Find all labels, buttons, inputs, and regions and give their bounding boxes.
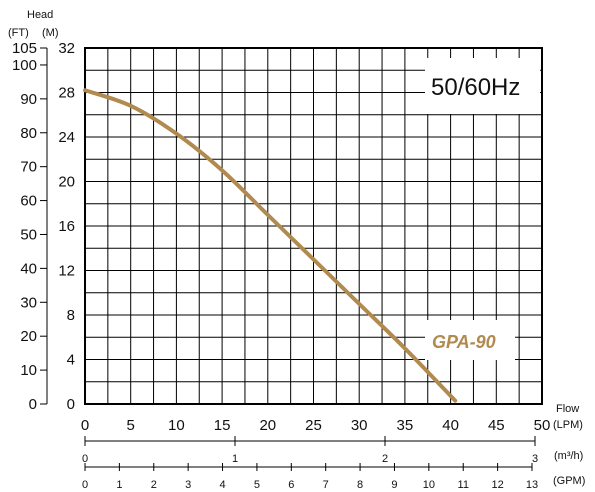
- ft-unit-label: (FT): [8, 27, 29, 39]
- ft-tick-label: 20: [20, 328, 37, 345]
- model-box-bg: [425, 320, 515, 360]
- m3h-tick-label: 0: [82, 453, 88, 465]
- lpm-tick-label: 15: [214, 417, 231, 434]
- frequency-box: 50/60Hz: [425, 58, 540, 114]
- m3h-tick-label: 3: [532, 453, 538, 465]
- gpm-tick-label: 5: [254, 479, 260, 491]
- gpm-tick-label: 3: [185, 479, 191, 491]
- lpm-tick-label: 20: [259, 417, 276, 434]
- lpm-tick-label: 25: [305, 417, 322, 434]
- gpm-tick-label: 11: [458, 479, 469, 491]
- x-axis-gpm: 0 1 2 3 4 5 6 7 8 9 10 11 12 13: [82, 463, 538, 491]
- lpm-tick-label: 10: [168, 417, 185, 434]
- series-line-gpa-90: [83, 88, 458, 403]
- gpm-tick-label: 7: [323, 479, 329, 491]
- m-tick-label: 28: [58, 85, 75, 102]
- lpm-tick-label: 45: [488, 417, 505, 434]
- flow-label: Flow: [556, 403, 579, 415]
- gpm-tick-label: 1: [116, 479, 122, 491]
- lpm-tick-label: 50: [534, 417, 551, 434]
- m-tick-label: 20: [58, 174, 75, 191]
- frequency-label: 50/60Hz: [431, 74, 520, 101]
- ft-tick-label: 40: [20, 260, 37, 277]
- model-box: GPA-90: [425, 320, 515, 360]
- ft-tick-label: 100: [12, 57, 37, 74]
- lpm-tick-label: 35: [397, 417, 414, 434]
- ft-tick-label: 105: [12, 40, 37, 57]
- head-label: Head: [27, 9, 53, 21]
- axis-header: Head (FT) (M): [8, 9, 59, 39]
- m-tick-label: 32: [58, 40, 75, 57]
- series-lines: [83, 88, 458, 403]
- gpm-tick-label: 9: [391, 479, 397, 491]
- m-tick-label: 16: [58, 218, 75, 235]
- m-tick-label: 4: [67, 352, 75, 369]
- ft-tick-label: 30: [20, 294, 37, 311]
- m-tick-label: 12: [58, 263, 75, 280]
- m-tick-label: 0: [67, 396, 75, 413]
- ft-tick-label: 80: [20, 125, 37, 142]
- gpm-unit-label: (GPM): [553, 475, 585, 487]
- chart-grid: [85, 48, 542, 404]
- ft-tick-label: 10: [20, 362, 37, 379]
- lpm-tick-label: 40: [442, 417, 459, 434]
- m-tick-label: 24: [58, 129, 75, 146]
- gpm-tick-label: 10: [423, 479, 435, 491]
- gpm-tick-label: 6: [288, 479, 294, 491]
- ft-tick-label: 50: [20, 226, 37, 243]
- lpm-unit-label: (LPM): [553, 419, 583, 431]
- ft-tick-label: 70: [20, 159, 37, 176]
- m3h-unit-label: (m³/h): [554, 450, 583, 462]
- gpm-tick-label: 0: [82, 479, 88, 491]
- gpm-tick-label: 13: [526, 479, 538, 491]
- x-axis-m3h: 0 1 2 3: [82, 436, 538, 465]
- m-unit-label: (M): [42, 27, 59, 39]
- gpm-tick-label: 12: [491, 479, 503, 491]
- lpm-tick-label: 0: [81, 417, 89, 434]
- m-tick-label: 8: [67, 307, 75, 324]
- m3h-tick-label: 2: [382, 453, 388, 465]
- ft-tick-label: 0: [29, 396, 37, 413]
- gpm-tick-label: 4: [219, 479, 225, 491]
- lpm-tick-label: 5: [127, 417, 135, 434]
- model-label: GPA-90: [432, 332, 496, 352]
- plot-frame: [84, 47, 543, 405]
- ft-tick-label: 60: [20, 193, 37, 210]
- y-axis-m: 0 4 8 12 16 20 24 28 32: [58, 40, 75, 413]
- x-axis-lpm: 0 5 10 15 20 25 30 35 40 45 50: [81, 417, 551, 434]
- gpm-tick-label: 8: [357, 479, 363, 491]
- frequency-box-bg: [425, 58, 540, 114]
- m3h-tick-label: 1: [232, 453, 238, 465]
- gpm-tick-label: 2: [151, 479, 157, 491]
- ft-tick-label: 90: [20, 91, 37, 108]
- lpm-tick-label: 30: [351, 417, 368, 434]
